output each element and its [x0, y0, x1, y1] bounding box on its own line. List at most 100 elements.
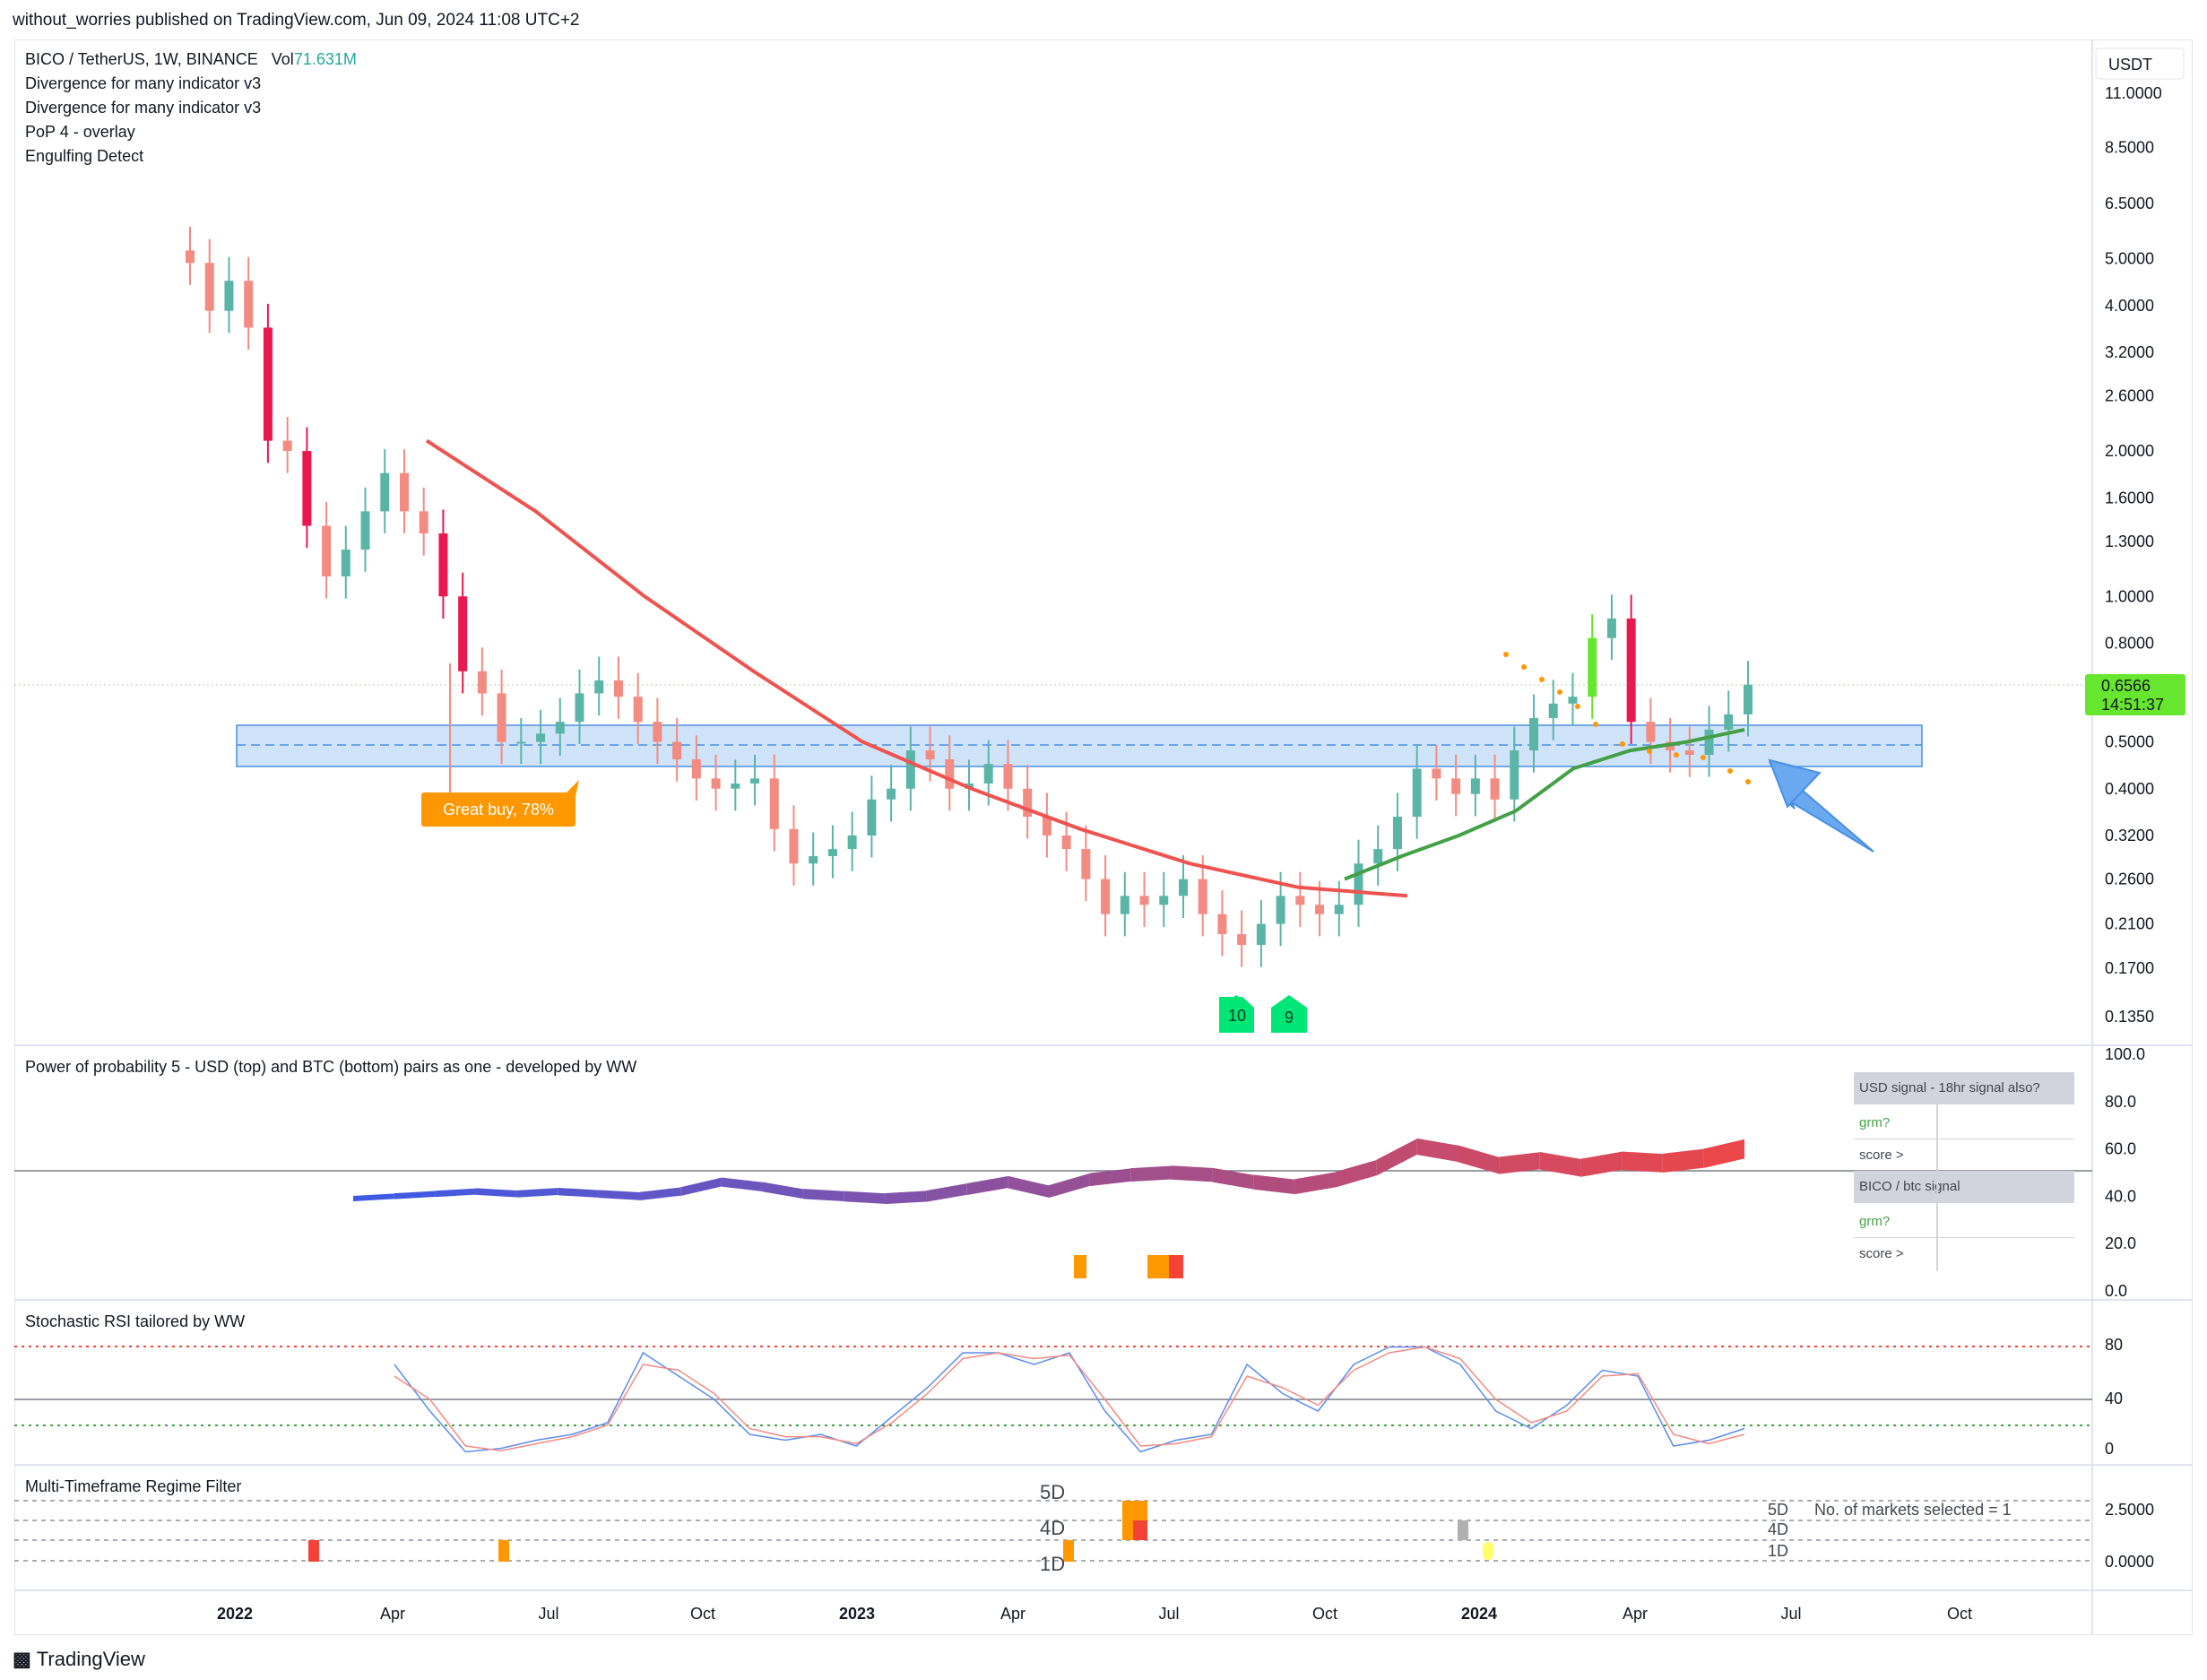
price-tick: 3.2000 — [2105, 343, 2154, 361]
candle-body — [1101, 879, 1111, 914]
volume-label: Vol — [271, 50, 294, 68]
symbol-label: BICO / TetherUS, 1W, BINANCE — [25, 50, 258, 68]
symbol-line[interactable]: BICO / TetherUS, 1W, BINANCE Vol71.631M — [25, 50, 357, 69]
regime-right-4d: 4D — [1768, 1520, 1788, 1538]
candle-body — [497, 693, 506, 742]
pop-tick: 80.0 — [2105, 1093, 2136, 1111]
pop-ribbon-segment — [926, 1183, 967, 1202]
candle-body — [224, 281, 234, 311]
signal-dot — [1593, 722, 1598, 727]
candle-body — [1744, 684, 1753, 714]
pop-ribbon-segment — [1294, 1172, 1336, 1195]
candle-body — [1646, 722, 1656, 742]
candle-body — [594, 680, 604, 694]
pop-ribbon-segment — [516, 1188, 558, 1198]
candle-body — [867, 799, 877, 836]
time-axis: 2022 Apr Jul Oct 2023 Apr Jul Oct 2024 Apr Jul Oct — [217, 1605, 1972, 1623]
candle-body — [1548, 703, 1558, 718]
pop-ribbon-segment — [1458, 1145, 1500, 1174]
pop-ribbon-segment — [844, 1191, 886, 1204]
candle-body — [1217, 914, 1227, 935]
usd-grm: grm? — [1859, 1115, 1891, 1130]
signal-dot — [1701, 755, 1706, 760]
currency-label: USDT — [2108, 56, 2152, 74]
countdown-value: 14:51:37 — [2101, 696, 2164, 714]
candle-body — [477, 671, 487, 694]
tradingview-icon: ▩ — [13, 1648, 31, 1670]
candle-body — [186, 250, 195, 264]
time-tick: 2023 — [839, 1605, 875, 1623]
signal-dot — [1620, 741, 1625, 747]
candle-body — [322, 525, 332, 576]
candle-body — [809, 856, 818, 864]
candle-body — [1606, 618, 1616, 638]
main-legend: BICO / TetherUS, 1W, BINANCE Vol71.631M … — [25, 50, 357, 166]
count-10-text: 10 — [1228, 1007, 1246, 1025]
candle-body — [1510, 750, 1519, 800]
candle-body — [1003, 764, 1013, 789]
candle-body — [1276, 896, 1285, 924]
currency-box — [2095, 48, 2185, 80]
tradingview-logo[interactable]: ▩ TradingView — [13, 1648, 145, 1671]
pop-pane-title[interactable]: Power of probability 5 - USD (top) and B… — [25, 1058, 637, 1076]
pop-signal-bar — [1074, 1255, 1086, 1278]
price-tick: 0.2600 — [2105, 870, 2154, 888]
ma-red-line — [425, 438, 1408, 898]
price-axis: 11.0000 8.5000 6.5000 5.0000 4.0000 3.2000 2.6… — [2105, 84, 2162, 1026]
candle-body — [1061, 835, 1071, 850]
regime-tick: 0.0000 — [2105, 1553, 2154, 1571]
candle-body — [672, 741, 682, 760]
candle-body — [653, 722, 662, 742]
pop-ribbon-segment — [680, 1177, 722, 1197]
candle-body — [1432, 768, 1441, 779]
regime-bar — [1063, 1540, 1074, 1562]
regime-pane-title[interactable]: Multi-Timeframe Regime Filter — [25, 1477, 242, 1495]
pop-ribbon-segment — [1008, 1175, 1049, 1198]
signal-dot — [1557, 689, 1562, 695]
candle-body — [1724, 714, 1734, 730]
rsi-pane-title[interactable]: Stochastic RSI tailored by WW — [25, 1312, 246, 1330]
candle-body — [887, 788, 896, 800]
candle-body — [1334, 905, 1344, 914]
regime-bar — [1483, 1542, 1493, 1560]
time-tick: Jul — [1780, 1605, 1801, 1623]
candle-body — [613, 680, 623, 697]
price-tick: 5.0000 — [2105, 250, 2154, 268]
indicator-legend-1[interactable]: Divergence for many indicator v3 — [25, 74, 262, 92]
publish-header: without_worries published on TradingView… — [13, 11, 580, 30]
time-tick: Oct — [1312, 1605, 1337, 1623]
pop-ribbon-segment — [762, 1182, 804, 1199]
candle-body — [438, 533, 448, 597]
candle-body — [360, 511, 370, 550]
candle-body — [1704, 729, 1714, 756]
ma-green-line — [1344, 727, 1745, 881]
pop-ribbon-segment — [1662, 1148, 1704, 1173]
candle-body — [380, 472, 390, 512]
pop-ribbon-segment — [1622, 1151, 1663, 1173]
candle-body — [204, 263, 214, 311]
great-buy-label — [421, 792, 576, 827]
indicator-legend-3[interactable]: PoP 4 - overlay — [25, 123, 135, 141]
pop-ribbon-segment — [1539, 1151, 1581, 1177]
arrow-head-icon — [1768, 758, 1822, 809]
price-tick: 6.5000 — [2105, 195, 2154, 212]
price-tick: 0.2100 — [2105, 915, 2154, 933]
rsi-k-line — [394, 1346, 1745, 1453]
candle-body — [458, 596, 468, 671]
regime-bar — [1133, 1520, 1147, 1540]
candle-body — [827, 849, 837, 857]
candle-body — [1023, 788, 1033, 818]
candle-body — [1198, 879, 1207, 914]
pop-axis: 100.0 80.0 60.0 40.0 20.0 0.0 — [2105, 1045, 2145, 1300]
candle-body — [302, 451, 312, 526]
time-tick: Apr — [1623, 1605, 1648, 1623]
pop-ribbon-segment — [1499, 1152, 1540, 1174]
great-buy-text: Great buy, 78% — [443, 801, 554, 818]
regime-right-1d: 1D — [1768, 1542, 1788, 1560]
rsi-tick: 80 — [2105, 1336, 2123, 1354]
price-tick: 2.6000 — [2105, 387, 2154, 405]
time-tick: Apr — [380, 1605, 405, 1623]
indicator-legend-4[interactable]: Engulfing Detect — [25, 147, 144, 165]
indicator-legend-2[interactable]: Divergence for many indicator v3 — [25, 99, 262, 117]
